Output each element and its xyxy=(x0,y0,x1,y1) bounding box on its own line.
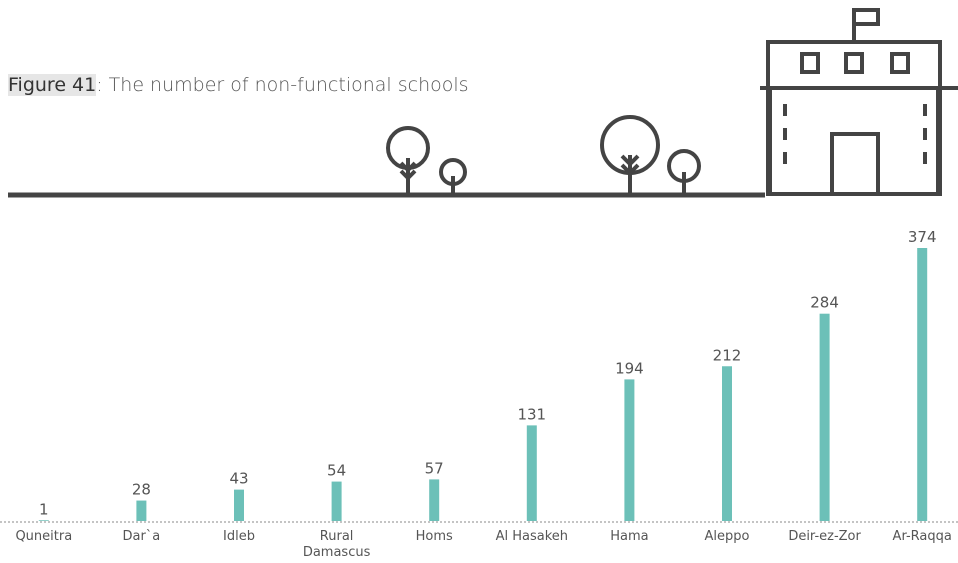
bar xyxy=(819,313,830,521)
title-text: : The number of non-functional schools xyxy=(96,74,469,96)
value-label: 54 xyxy=(327,462,346,480)
x-tick-label: Dar`a xyxy=(122,529,161,544)
bar xyxy=(331,481,342,521)
x-tick-label: Quneitra xyxy=(15,529,73,544)
title-prefix: Figure 41 xyxy=(8,74,97,96)
value-label: 43 xyxy=(229,470,248,488)
x-tick-label: Al Hasakeh xyxy=(495,529,568,544)
bar xyxy=(526,425,537,521)
x-tick-label: Aleppo xyxy=(704,529,750,544)
bar xyxy=(917,248,928,521)
value-label: 57 xyxy=(425,459,444,477)
value-label: 284 xyxy=(810,294,839,312)
value-label: 374 xyxy=(908,228,937,246)
x-tick-label: Hama xyxy=(610,529,649,544)
bar xyxy=(429,479,440,521)
decoration xyxy=(8,8,958,198)
x-tick-label: Deir-ez-Zor xyxy=(788,529,861,544)
bar xyxy=(136,500,147,521)
value-label: 212 xyxy=(713,346,742,364)
x-tick-label: Ar-Raqqa xyxy=(892,529,952,544)
bar xyxy=(38,520,49,521)
chart-title: Figure 41: The number of non-functional … xyxy=(8,74,469,96)
x-tick-label: Homs xyxy=(415,529,453,544)
x-tick-label: Rural Damascus xyxy=(302,529,371,560)
bar xyxy=(624,379,635,521)
bar xyxy=(234,489,244,521)
value-label: 28 xyxy=(132,481,151,499)
value-label: 131 xyxy=(517,405,546,423)
bar xyxy=(722,366,732,521)
value-label: 194 xyxy=(615,359,644,377)
x-tick-label: Idleb xyxy=(223,529,255,544)
value-label: 1 xyxy=(39,500,49,518)
